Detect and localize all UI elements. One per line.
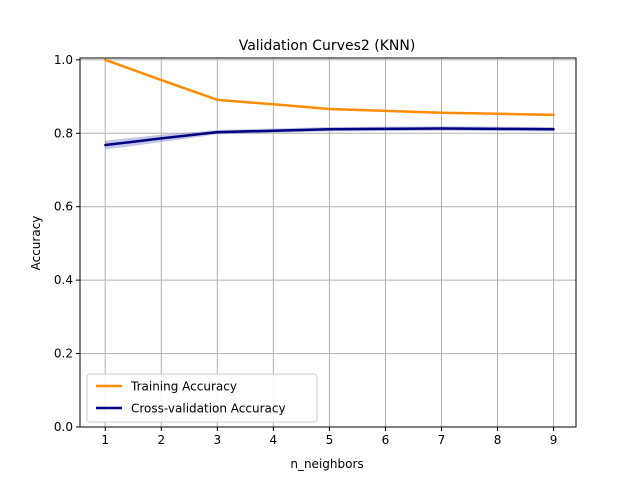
- data-point: [440, 111, 443, 114]
- data-point: [328, 107, 331, 111]
- legend-label: Training Accuracy: [130, 380, 237, 394]
- data-point: [216, 98, 219, 102]
- legend: Training Accuracy Cross-validation Accura…: [86, 373, 318, 423]
- y-tick-label: 1.0: [54, 53, 73, 67]
- y-tick-label: 0.0: [54, 420, 73, 434]
- data-point: [328, 128, 331, 131]
- y-tick-label: 0.8: [54, 126, 73, 140]
- data-point: [272, 129, 275, 132]
- data-point: [384, 109, 387, 113]
- data-point: [160, 137, 163, 140]
- x-axis-label: n_neighbors: [290, 457, 363, 471]
- x-tick-label: 6: [382, 433, 390, 447]
- data-point: [440, 127, 443, 130]
- y-axis-label: Accuracy: [29, 216, 43, 271]
- x-tick-label: 3: [213, 433, 221, 447]
- x-tick-label: 1: [101, 433, 109, 447]
- x-tick-label: 4: [270, 433, 278, 447]
- legend-label: Cross-validation Accuracy: [131, 402, 286, 416]
- data-point: [216, 130, 219, 134]
- data-point: [104, 143, 107, 147]
- data-point: [160, 78, 163, 82]
- x-tick-label: 2: [157, 433, 165, 447]
- y-tick-label: 0.6: [54, 200, 73, 214]
- data-point: [552, 113, 555, 117]
- data-point: [384, 127, 387, 131]
- y-tick-label: 0.2: [54, 347, 73, 361]
- x-tick-label: 8: [494, 433, 502, 447]
- data-point: [496, 127, 499, 131]
- data-point: [496, 112, 499, 116]
- data-point: [104, 58, 107, 62]
- series-lines: [104, 58, 555, 147]
- x-tick-label: 7: [438, 433, 446, 447]
- chart-title: Validation Curves2 (KNN): [239, 38, 416, 54]
- x-tick-label: 9: [550, 433, 558, 447]
- x-tick-label: 5: [326, 433, 334, 447]
- plot-frame: [79, 57, 577, 428]
- legend-box: [86, 373, 318, 423]
- y-tick-label: 0.4: [54, 273, 73, 287]
- data-point: [272, 103, 275, 106]
- data-point: [552, 128, 555, 131]
- axis-ticks: 1 2 3 4 5 6 7 8 9 0.0 0.2 0.4 0.6 0.8 1.0: [54, 53, 557, 447]
